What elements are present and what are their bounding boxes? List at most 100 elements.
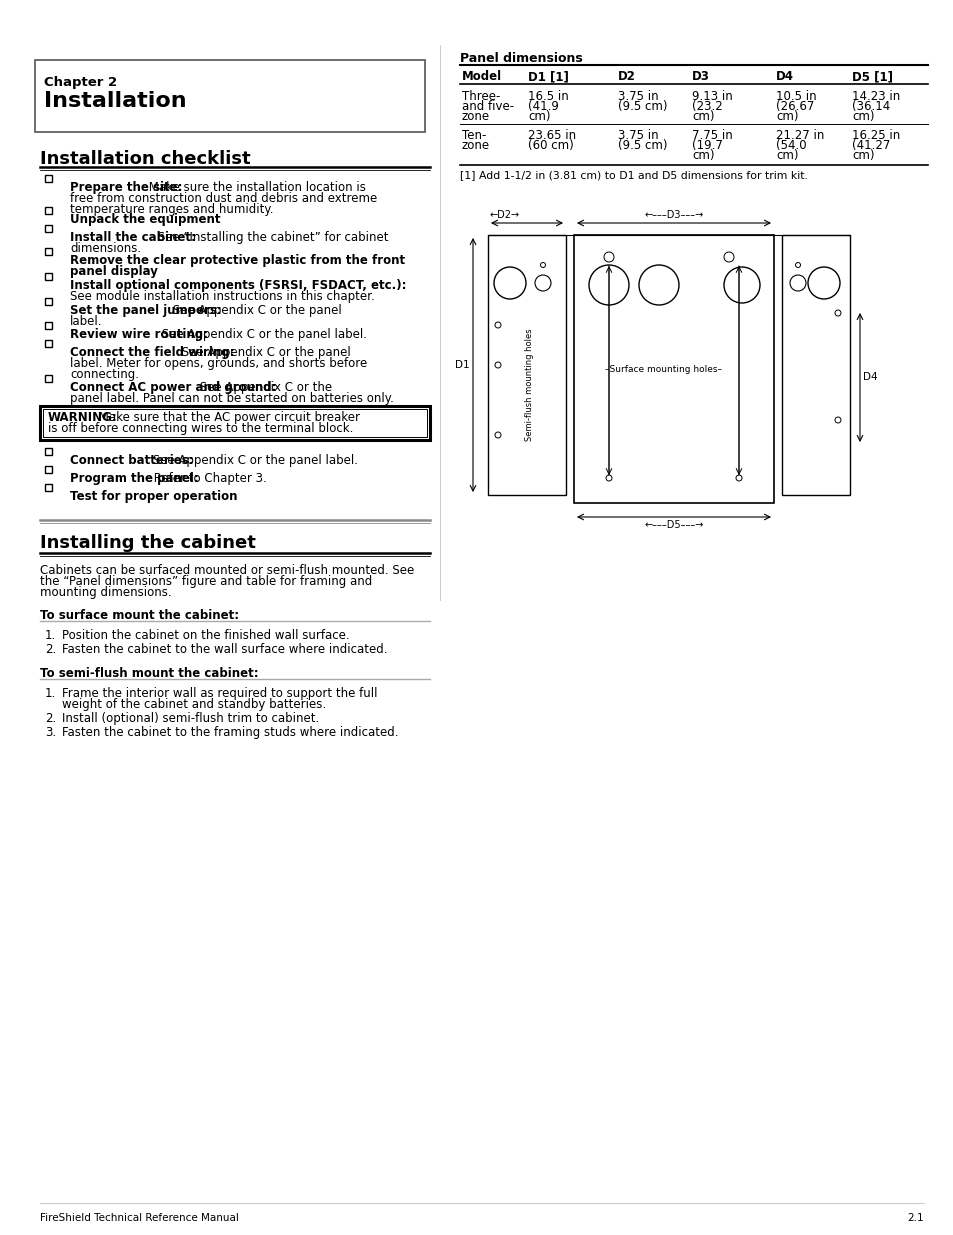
Bar — [45, 298, 52, 305]
Circle shape — [639, 266, 679, 305]
Text: Fasten the cabinet to the wall surface where indicated.: Fasten the cabinet to the wall surface w… — [62, 643, 387, 656]
Text: Prepare the site:: Prepare the site: — [70, 182, 182, 194]
Text: (54.0: (54.0 — [775, 140, 806, 152]
Text: Installation: Installation — [44, 91, 187, 111]
Circle shape — [588, 266, 628, 305]
Bar — [488, 235, 565, 495]
Text: See “Installing the cabinet” for cabinet: See “Installing the cabinet” for cabinet — [153, 231, 388, 245]
Text: weight of the cabinet and standby batteries.: weight of the cabinet and standby batter… — [62, 698, 326, 711]
Text: cm): cm) — [775, 110, 798, 124]
Text: Connect batteries:: Connect batteries: — [70, 454, 193, 467]
Text: See Appendix C or the: See Appendix C or the — [195, 382, 332, 394]
Text: the “Panel dimensions” figure and table for framing and: the “Panel dimensions” figure and table … — [40, 576, 372, 588]
Text: D2: D2 — [618, 70, 636, 83]
Circle shape — [535, 275, 551, 291]
Text: mounting dimensions.: mounting dimensions. — [40, 585, 172, 599]
Text: Ten-: Ten- — [461, 128, 486, 142]
Text: (9.5 cm): (9.5 cm) — [618, 100, 667, 112]
Text: D4: D4 — [862, 373, 877, 383]
Text: –Surface mounting holes–: –Surface mounting holes– — [605, 364, 721, 373]
Text: (36.14: (36.14 — [851, 100, 889, 112]
Text: 3.: 3. — [45, 726, 56, 739]
Text: dimensions.: dimensions. — [70, 242, 141, 254]
Text: To surface mount the cabinet:: To surface mount the cabinet: — [40, 609, 239, 622]
Circle shape — [603, 252, 614, 262]
Text: 9.13 in: 9.13 in — [691, 90, 732, 103]
Text: (23.2: (23.2 — [691, 100, 722, 112]
Text: (19.7: (19.7 — [691, 140, 722, 152]
Circle shape — [605, 475, 612, 480]
Bar — [45, 466, 52, 473]
Bar — [43, 409, 427, 437]
Bar — [45, 375, 52, 382]
Text: Test for proper operation: Test for proper operation — [70, 490, 237, 503]
Text: 10.5 in: 10.5 in — [775, 90, 816, 103]
Text: Installation checklist: Installation checklist — [40, 149, 251, 168]
Text: cm): cm) — [691, 110, 714, 124]
Circle shape — [540, 263, 545, 268]
Text: D5 [1]: D5 [1] — [851, 70, 892, 83]
Text: 23.65 in: 23.65 in — [527, 128, 576, 142]
Circle shape — [723, 252, 733, 262]
Text: Fasten the cabinet to the framing studs where indicated.: Fasten the cabinet to the framing studs … — [62, 726, 398, 739]
Text: Connect the field wiring:: Connect the field wiring: — [70, 346, 234, 359]
Text: Program the panel:: Program the panel: — [70, 472, 198, 485]
Text: Panel dimensions: Panel dimensions — [459, 52, 582, 65]
Bar — [45, 322, 52, 329]
Text: Install optional components (FSRSI, FSDACT, etc.):: Install optional components (FSRSI, FSDA… — [70, 279, 406, 291]
Circle shape — [789, 275, 805, 291]
Text: cm): cm) — [851, 149, 874, 162]
Text: 2.: 2. — [45, 713, 56, 725]
Text: See Appendix C or the panel label.: See Appendix C or the panel label. — [149, 454, 357, 467]
Bar — [35, 61, 424, 132]
Bar — [45, 207, 52, 214]
Text: panel display: panel display — [70, 266, 157, 278]
Text: Position the cabinet on the finished wall surface.: Position the cabinet on the finished wal… — [62, 629, 349, 642]
Text: 3.75 in: 3.75 in — [618, 128, 658, 142]
Bar — [40, 406, 430, 440]
Text: (9.5 cm): (9.5 cm) — [618, 140, 667, 152]
Text: See Appendix C or the panel: See Appendix C or the panel — [169, 304, 341, 317]
Text: 16.25 in: 16.25 in — [851, 128, 900, 142]
Text: Install (optional) semi-flush trim to cabinet.: Install (optional) semi-flush trim to ca… — [62, 713, 319, 725]
Text: 2.1: 2.1 — [906, 1213, 923, 1223]
Text: To semi-flush mount the cabinet:: To semi-flush mount the cabinet: — [40, 667, 258, 680]
Text: (26.67: (26.67 — [775, 100, 814, 112]
Text: Frame the interior wall as required to support the full: Frame the interior wall as required to s… — [62, 687, 377, 700]
Text: 7.75 in: 7.75 in — [691, 128, 732, 142]
Text: [1] Add 1-1/2 in (3.81 cm) to D1 and D5 dimensions for trim kit.: [1] Add 1-1/2 in (3.81 cm) to D1 and D5 … — [459, 170, 807, 180]
Text: panel label. Panel can not be started on batteries only.: panel label. Panel can not be started on… — [70, 391, 394, 405]
Text: Semi-flush mounting holes: Semi-flush mounting holes — [525, 329, 534, 441]
Text: and five-: and five- — [461, 100, 514, 112]
Text: (41.9: (41.9 — [527, 100, 558, 112]
Bar — [574, 235, 773, 503]
Text: (41.27: (41.27 — [851, 140, 889, 152]
Text: Install the cabinet:: Install the cabinet: — [70, 231, 195, 245]
Text: Connect AC power and ground:: Connect AC power and ground: — [70, 382, 276, 394]
Text: cm): cm) — [527, 110, 550, 124]
Text: ←D2→: ←D2→ — [490, 210, 519, 220]
Circle shape — [795, 263, 800, 268]
Bar — [781, 235, 849, 495]
Text: ←–––D3–––→: ←–––D3–––→ — [643, 210, 703, 220]
Bar — [45, 448, 52, 454]
Text: cm): cm) — [851, 110, 874, 124]
Text: D1: D1 — [455, 359, 470, 370]
Text: Refer to Chapter 3.: Refer to Chapter 3. — [150, 472, 267, 485]
Text: Installing the cabinet: Installing the cabinet — [40, 534, 255, 552]
Text: temperature ranges and humidity.: temperature ranges and humidity. — [70, 203, 274, 216]
Text: ←–––D5–––→: ←–––D5–––→ — [643, 520, 703, 530]
Bar — [45, 340, 52, 347]
Text: Unpack the equipment: Unpack the equipment — [70, 212, 220, 226]
Bar — [45, 225, 52, 232]
Circle shape — [495, 362, 500, 368]
Circle shape — [735, 475, 741, 480]
Text: 16.5 in: 16.5 in — [527, 90, 568, 103]
Text: 1.: 1. — [45, 687, 56, 700]
Text: Make sure that the AC power circuit breaker: Make sure that the AC power circuit brea… — [95, 411, 359, 424]
Text: See Appendix C or the panel label.: See Appendix C or the panel label. — [158, 329, 367, 341]
Text: Model: Model — [461, 70, 501, 83]
Text: free from construction dust and debris and extreme: free from construction dust and debris a… — [70, 191, 376, 205]
Circle shape — [834, 417, 841, 424]
Circle shape — [723, 267, 760, 303]
